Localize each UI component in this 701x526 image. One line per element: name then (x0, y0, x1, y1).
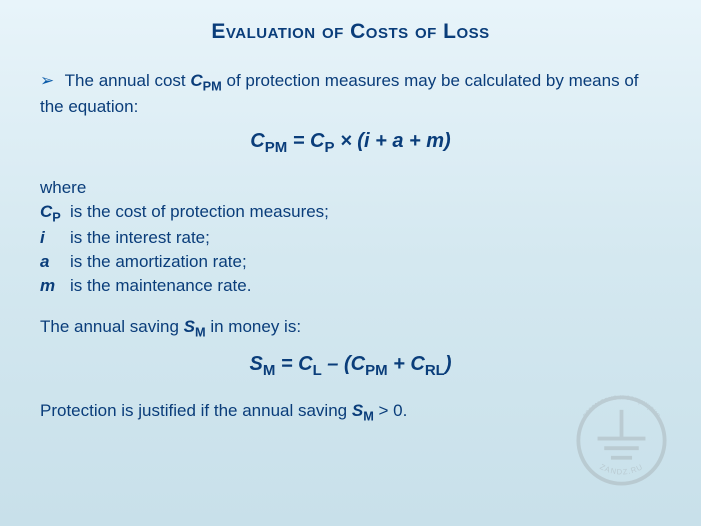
definition-row: iis the interest rate; (40, 226, 661, 250)
definition-term: CP (40, 200, 70, 226)
equation-cpm: CPM = CP × (i + a + m) (40, 127, 661, 158)
intro-line: ➢ The annual cost CPM of protection meas… (40, 69, 661, 119)
svg-text:ZANDZ.RU: ZANDZ.RU (598, 462, 644, 476)
where-block: where CPis the cost of protection measur… (40, 176, 661, 297)
definition-desc: is the amortization rate; (70, 250, 247, 274)
definition-term: m (40, 274, 70, 298)
justified-suffix: > 0. (374, 401, 408, 420)
definition-row: CPis the cost of protection measures; (40, 200, 661, 226)
definition-row: mis the maintenance rate. (40, 274, 661, 298)
definition-term: a (40, 250, 70, 274)
where-label: where (40, 176, 661, 200)
justified-var: SM (352, 401, 374, 420)
saving-suffix: in money is: (206, 317, 301, 336)
saving-var: SM (184, 317, 206, 336)
slide-title: Evaluation of Costs of Loss (40, 20, 661, 44)
slide-content: ➢ The annual cost CPM of protection meas… (40, 69, 661, 425)
definition-row: ais the amortization rate; (40, 250, 661, 274)
definition-desc: is the maintenance rate. (70, 274, 251, 298)
saving-prefix: The annual saving (40, 317, 184, 336)
saving-line: The annual saving SM in money is: (40, 315, 661, 341)
bullet-icon: ➢ (40, 71, 54, 90)
definition-desc: is the interest rate; (70, 226, 210, 250)
intro-prefix: The annual cost (65, 71, 191, 90)
definition-desc: is the cost of protection measures; (70, 200, 329, 226)
intro-var: CPM (190, 71, 221, 90)
definition-term: i (40, 226, 70, 250)
justified-prefix: Protection is justified if the annual sa… (40, 401, 352, 420)
watermark-logo: заземлено и защищено ZANDZ.RU (564, 383, 679, 498)
equation-sm: SM = CL – (CPM + CRL) (40, 350, 661, 381)
